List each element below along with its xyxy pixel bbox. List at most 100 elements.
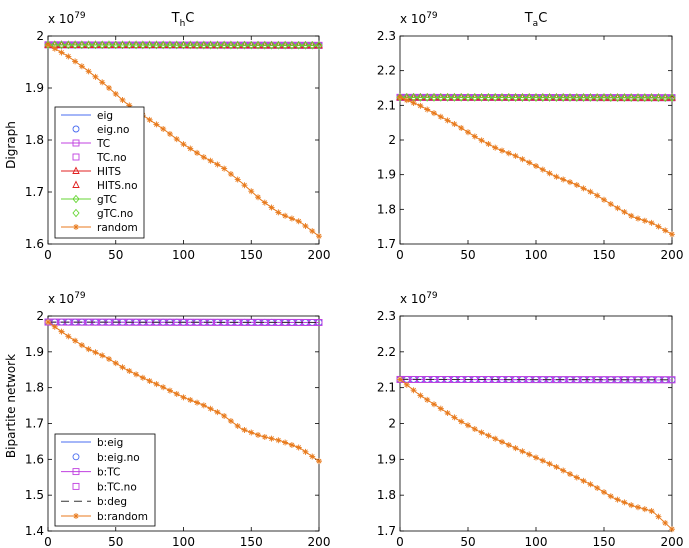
series-p4-b-random-marker [519, 448, 526, 455]
exp-power-p2: 79 [426, 11, 438, 21]
title-thc: ThC [171, 11, 195, 29]
legend-marker [72, 125, 80, 133]
series-p2-random-marker [458, 124, 465, 131]
title-tac: TaC [524, 11, 548, 29]
series-p4-b-random-marker [546, 460, 553, 467]
series-p2-gtc-no-marker [546, 93, 554, 102]
series-p3-b-random-marker [92, 349, 99, 356]
series-p2-gtc-no-marker [641, 93, 649, 102]
y-tick-label-p3: 1.5 [25, 488, 44, 502]
series-p4-b-random-marker [403, 381, 410, 388]
series-p2-gtc-no-marker [607, 93, 615, 102]
legend-entry-b-tc: b:TC [61, 467, 120, 479]
title-thc-rest: C [185, 11, 194, 26]
series-p3-b-random-marker [58, 328, 65, 335]
series-p3-b-random-marker [234, 423, 241, 430]
series-p1-gtc-no-marker [267, 41, 276, 50]
series-p1-random-marker [153, 121, 160, 128]
y-tick-label-p4: 1.7 [377, 524, 396, 538]
series-p2-random-marker [417, 102, 424, 109]
series-p2-random-marker [621, 208, 628, 215]
series-p2-gtc-no-marker [566, 93, 574, 102]
series-p1-gtc-no-marker [261, 41, 269, 50]
series-p2-random-marker [614, 205, 621, 212]
legend-marker [72, 180, 80, 188]
series-p2-gtc-no-marker [661, 93, 669, 102]
y-tick-label-p2: 1.7 [377, 237, 396, 251]
series-p1-gtc-no-marker [85, 40, 93, 50]
series-p4-b-random-marker [424, 396, 431, 403]
legend-marker [73, 513, 79, 519]
series-p4-b-random-marker [417, 392, 424, 399]
x-tick-label-p2: 50 [460, 248, 475, 262]
legend-label: b:eig [97, 437, 123, 449]
series-p4-b-random-marker [560, 467, 567, 474]
series-p1-random-marker [65, 53, 72, 60]
x-tick-label-p1: 0 [44, 248, 52, 262]
series-p1-random-marker [200, 154, 207, 161]
legend-entry-tc-no: TC.no [72, 152, 127, 164]
exponent-label-p3: x 1079 [48, 291, 86, 306]
legend-label: HITS [97, 166, 121, 178]
series-p2-random-marker [451, 121, 458, 128]
legend-label: random [97, 222, 138, 234]
legend-entry-b-eig: b:eig [61, 437, 123, 449]
series-p3-b-random-marker [166, 387, 173, 394]
series-p1-gtc-no-marker [71, 40, 79, 50]
series-p4-b-random-marker [594, 484, 601, 491]
series-p2-random-marker [560, 176, 567, 183]
series-p2-gtc-no-marker [559, 93, 567, 102]
series-p2-gtc-no-marker [396, 93, 404, 102]
legend-marker [72, 166, 80, 174]
legend-entry-random: random [61, 222, 138, 234]
series-p3-b-random-marker [78, 342, 85, 349]
series-p2-hits-no-marker [668, 93, 676, 101]
title-thc-main: T [171, 11, 180, 26]
series-p1-random-marker [241, 182, 248, 189]
legend-marker [72, 468, 80, 476]
series-p1-random-marker [51, 45, 58, 52]
series-p3-b-random-marker [126, 367, 133, 374]
series-p2-gtc-no-marker [491, 93, 499, 102]
series-p4-b-random-marker [437, 405, 444, 412]
legend-label: b:deg [97, 496, 127, 508]
series-p2-gtc-no-marker [614, 93, 622, 102]
legend-marker [72, 208, 80, 218]
series-p1-gtc-no-marker [146, 40, 154, 50]
title-thc-sub: h [180, 19, 186, 29]
series-p4-b-random-marker [465, 422, 471, 429]
series-p3-b-random-marker [187, 396, 194, 403]
series-p3-b-random-marker [180, 394, 187, 401]
series-p1-gtc-line [47, 44, 320, 46]
axes-box-p4 [399, 315, 673, 532]
legend-entry-b-random: b:random [61, 511, 148, 523]
series-p1-gtc-no-marker [44, 40, 52, 50]
title-tac-main: T [524, 11, 533, 26]
row-label-digraph: Digraph [4, 121, 18, 169]
y-tick-label-p2: 1.9 [377, 168, 396, 182]
series-p4-b-random-marker [478, 429, 485, 436]
y-tick-label-p2: 2.3 [377, 29, 396, 43]
legend-entry-b-eig-no: b:eig.no [72, 452, 140, 464]
y-tick-label-p4: 2.1 [377, 381, 396, 395]
series-p2-random-marker [424, 106, 431, 113]
legend-marker [72, 153, 80, 161]
series-p2-gtc-no-marker [464, 93, 472, 102]
series-p3-b-random-marker [255, 431, 262, 438]
series-p2-random-marker [431, 110, 437, 117]
series-p3-b-random-marker [248, 429, 255, 436]
x-tick-label-p2: 0 [396, 248, 404, 262]
legend-label: b:TC.no [97, 481, 137, 493]
series-p2-gtc-no-marker [457, 93, 465, 102]
series-p1-random-marker [227, 171, 234, 178]
series-p1-random-marker [295, 218, 302, 225]
series-p3-b-random-marker [288, 442, 295, 448]
row-label-bipartite: Bipartite network [4, 354, 18, 458]
series-p1-gtc-no-markers [44, 40, 323, 50]
series-p4-b-random-marker [601, 489, 607, 496]
series-p4-b-random-marker [607, 493, 614, 500]
legend-marker [72, 194, 80, 204]
series-p1-gtc-no-marker [57, 40, 66, 50]
series-p1-random-marker [45, 41, 51, 48]
series-p2-gtc-no-markers [396, 93, 676, 102]
